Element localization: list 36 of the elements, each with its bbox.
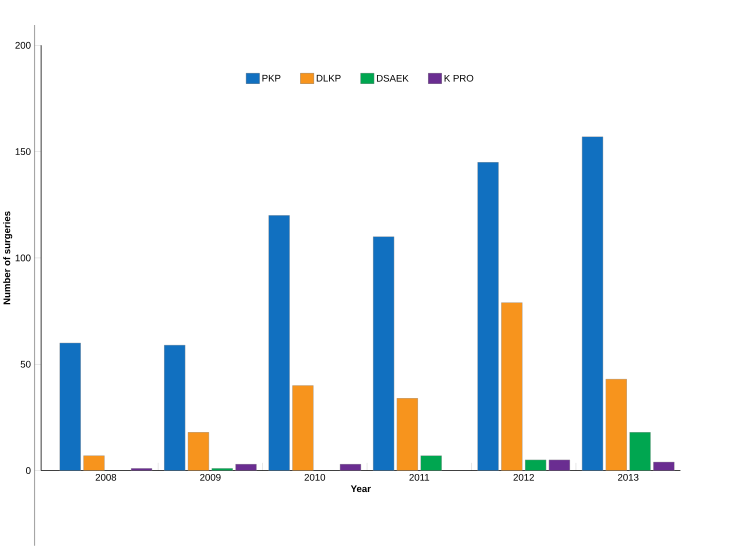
bar [501,302,522,470]
bar [396,398,418,470]
bar [524,460,546,470]
y-tick-label: 0 [26,466,31,474]
legend-label: K PRO [444,74,474,82]
x-tick-label: 2013 [618,474,638,481]
legend-label: PKP [262,74,280,82]
bar [60,342,81,470]
y-tick-label: 50 [20,360,31,368]
bar [340,464,362,470]
bar [235,464,257,470]
bar [548,460,570,470]
bar [372,236,394,470]
x-tick-label: 2011 [409,474,430,481]
bar [420,455,442,470]
bar [629,432,651,470]
bar [164,344,186,470]
x-axis-title: Year [350,485,371,492]
bar [292,385,314,470]
legend-label: DSAEK [376,74,409,82]
x-tick-label: 2008 [96,474,116,481]
x-tick-label: 2012 [514,474,534,481]
bar [268,215,290,470]
y-tick-label: 150 [16,148,31,155]
x-tick-label: 2010 [304,474,326,481]
y-axis-title: Number of surgeries [3,211,12,304]
bar [188,432,210,470]
legend-label: DLKP [316,74,341,82]
y-tick-label: 100 [16,254,31,262]
y-tick-label: 200 [15,42,31,49]
bar [83,455,105,470]
bar [477,162,499,470]
bar [582,136,604,470]
bar [606,378,627,470]
x-tick-label: 2009 [200,474,221,481]
bar [653,462,675,470]
